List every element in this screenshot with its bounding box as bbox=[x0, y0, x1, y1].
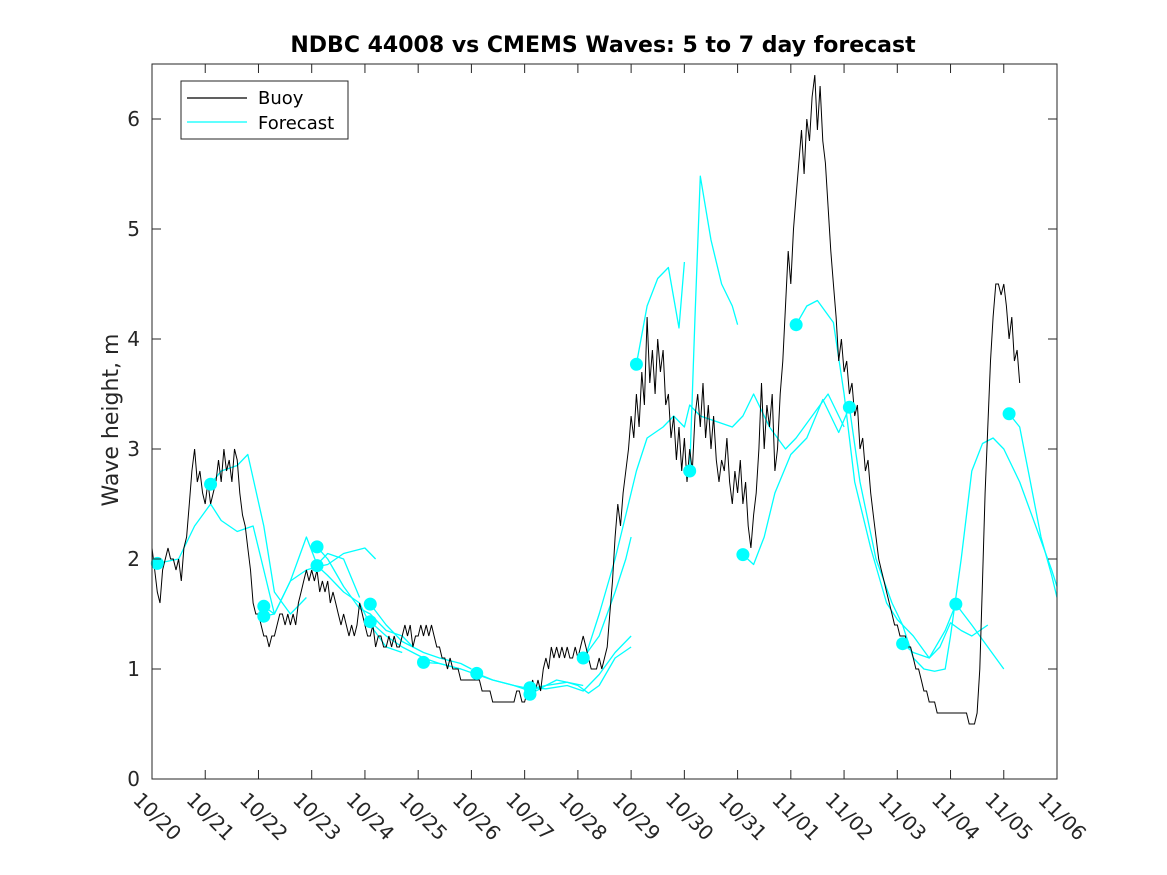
forecast-marker bbox=[204, 477, 218, 491]
forecast-line-segment bbox=[582, 393, 845, 664]
forecast-marker bbox=[150, 556, 164, 570]
buoy-line bbox=[152, 74, 1021, 725]
legend-buoy-label: Buoy bbox=[258, 88, 304, 109]
forecast-marker bbox=[523, 687, 537, 701]
y-tick-label: 1 bbox=[127, 657, 140, 681]
plot-area bbox=[150, 74, 1057, 725]
forecast-line-segment bbox=[369, 603, 472, 670]
chart-title: NDBC 44008 vs CMEMS Waves: 5 to 7 day fo… bbox=[290, 33, 916, 58]
forecast-marker bbox=[736, 548, 750, 562]
forecast-line-segment bbox=[529, 646, 632, 695]
forecast-line-segment bbox=[582, 536, 632, 659]
forecast-marker bbox=[949, 597, 963, 611]
forecast-line-segment bbox=[635, 261, 686, 365]
forecast-marker bbox=[310, 559, 324, 573]
y-axis-label: Wave height, m bbox=[99, 334, 124, 507]
y-tick-label: 6 bbox=[127, 107, 140, 131]
forecast-marker bbox=[789, 318, 803, 332]
forecast-marker bbox=[310, 540, 324, 554]
y-tick-label: 3 bbox=[127, 437, 140, 461]
forecast-marker bbox=[1002, 407, 1016, 421]
forecast-line-segment bbox=[529, 635, 632, 692]
forecast-marker bbox=[896, 637, 910, 651]
forecast-marker bbox=[470, 666, 484, 680]
y-tick-label: 5 bbox=[127, 217, 140, 241]
forecast-line-segment bbox=[742, 398, 850, 566]
forecast-line-segment bbox=[210, 453, 307, 615]
legend: Buoy Forecast bbox=[180, 80, 349, 140]
y-tick-label: 2 bbox=[127, 547, 140, 571]
forecast-marker bbox=[363, 597, 377, 611]
forecast-marker bbox=[257, 609, 271, 623]
forecast-line-segment bbox=[689, 175, 739, 472]
forecast-line-segment bbox=[902, 622, 989, 659]
y-tick-label: 0 bbox=[127, 767, 140, 791]
legend-box bbox=[180, 80, 349, 140]
forecast-line-segment bbox=[316, 546, 414, 648]
forecast-marker bbox=[257, 599, 271, 613]
forecast-marker bbox=[363, 615, 377, 629]
forecast-marker bbox=[683, 464, 697, 478]
forecast-marker bbox=[417, 655, 430, 669]
forecast-marker bbox=[629, 357, 643, 371]
forecast-marker bbox=[842, 400, 856, 414]
y-tick-label: 4 bbox=[127, 327, 140, 351]
forecast-marker bbox=[576, 651, 590, 665]
forecast-line-segment bbox=[795, 299, 1005, 670]
forecast-line-segment bbox=[848, 407, 1057, 672]
forecast-line-segment bbox=[1008, 413, 1057, 598]
legend-forecast-label: Forecast bbox=[258, 113, 334, 134]
axes-box bbox=[151, 63, 1058, 780]
series-group bbox=[152, 74, 1057, 725]
